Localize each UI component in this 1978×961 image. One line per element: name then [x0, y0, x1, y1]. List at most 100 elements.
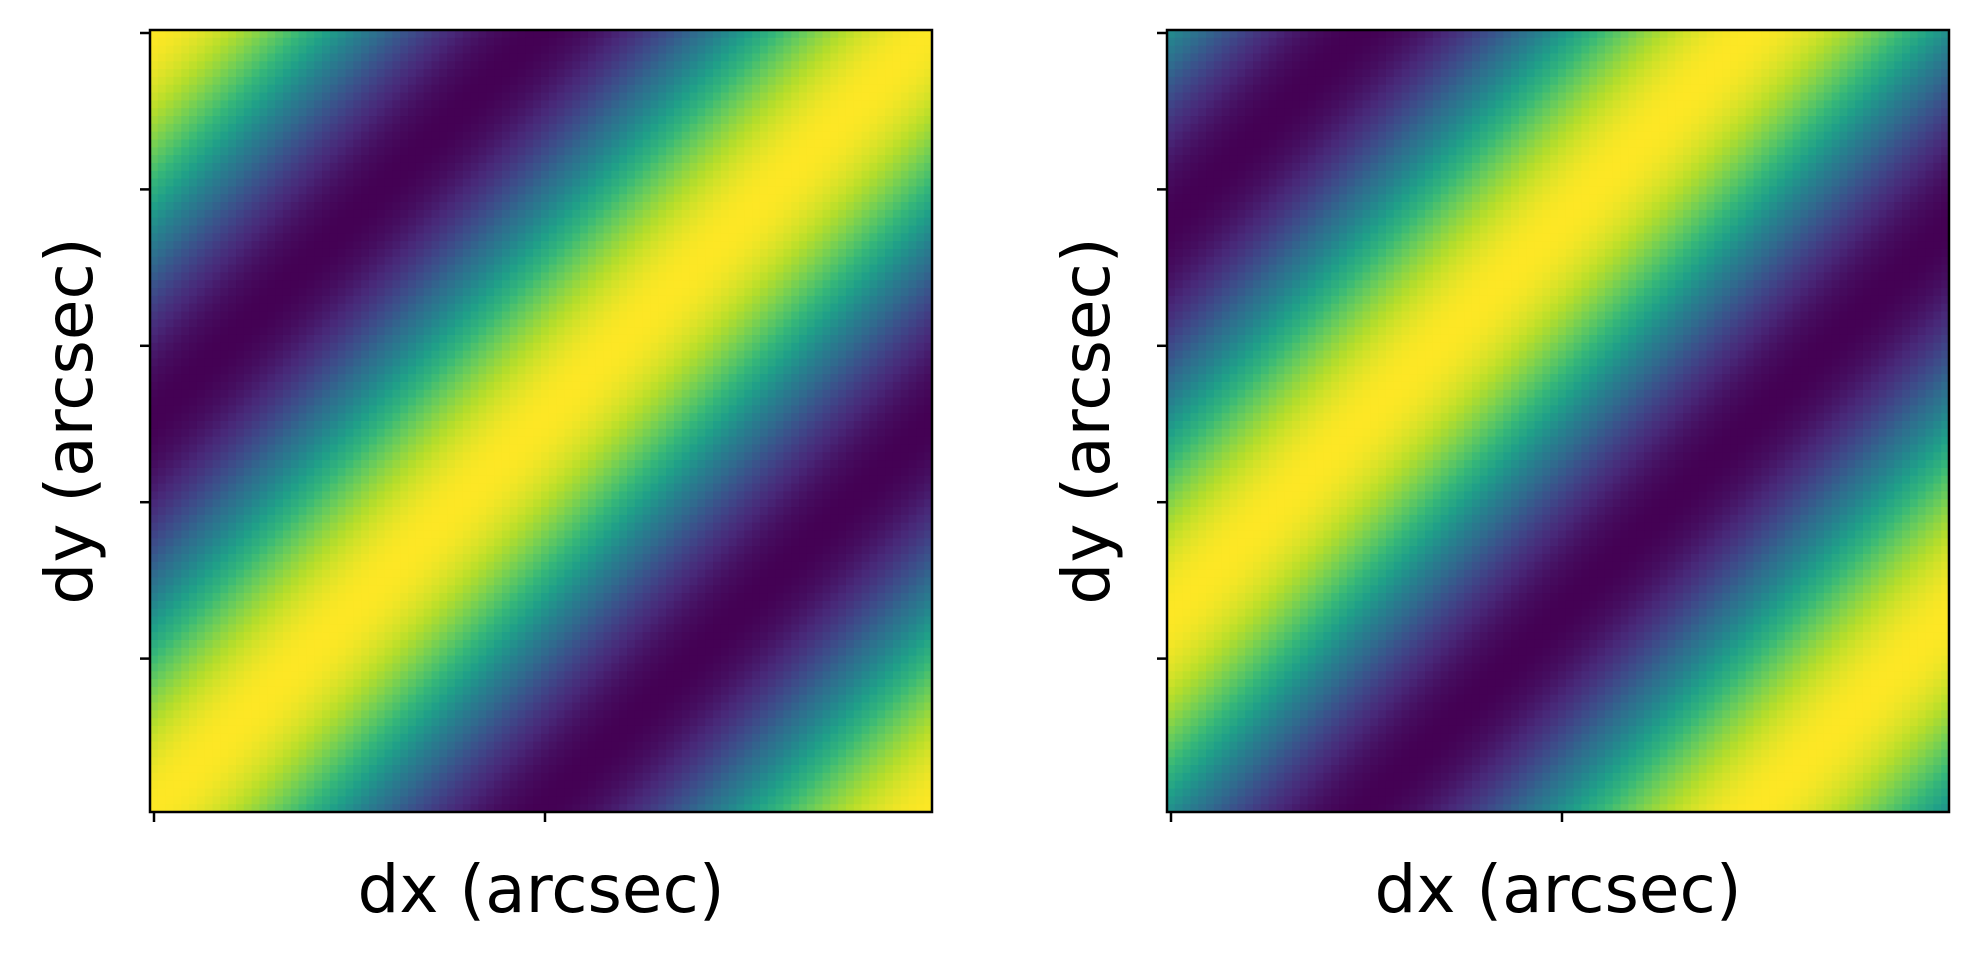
heatmap-cell: [705, 69, 714, 78]
heatmap-cell: [525, 202, 534, 211]
heatmap-cell: [212, 350, 221, 360]
heatmap-cell: [204, 311, 214, 320]
heatmap-cell: [720, 194, 730, 203]
heatmap-cell: [556, 397, 566, 406]
heatmap-cell: [759, 303, 769, 313]
heatmap-cell: [556, 241, 566, 250]
heatmap-cell: [806, 147, 816, 156]
heatmap-cell: [478, 295, 487, 305]
heatmap-cell: [251, 350, 261, 360]
heatmap-cell: [361, 147, 370, 156]
heatmap-cell: [345, 272, 354, 281]
heatmap-cell: [204, 209, 214, 219]
heatmap-cell: [806, 342, 816, 352]
heatmap-cell: [173, 170, 182, 180]
heatmap-cell: [587, 405, 597, 414]
heatmap-cell: [853, 76, 863, 86]
heatmap-cell: [838, 76, 847, 86]
heatmap-cell: [165, 374, 175, 383]
heatmap-cell: [556, 288, 566, 297]
heatmap-cell: [673, 303, 683, 313]
heatmap-cell: [462, 358, 472, 367]
heatmap-cell: [439, 303, 448, 313]
heatmap-cell: [728, 288, 738, 297]
heatmap-cell: [525, 37, 534, 47]
heatmap-cell: [306, 350, 315, 360]
heatmap-cell: [744, 374, 753, 383]
heatmap-cell: [885, 147, 894, 156]
heatmap-cell: [236, 202, 245, 211]
heatmap-cell: [822, 45, 831, 55]
heatmap-cell: [423, 147, 433, 156]
heatmap-cell: [705, 139, 714, 148]
heatmap-cell: [791, 295, 800, 305]
heatmap-cell: [439, 209, 448, 219]
heatmap-cell: [189, 76, 198, 86]
heatmap-cell: [392, 147, 401, 156]
heatmap-cell: [877, 319, 886, 328]
heatmap-cell: [916, 155, 925, 164]
heatmap-cell: [454, 76, 464, 86]
heatmap-cell: [814, 45, 824, 55]
heatmap-cell: [501, 311, 511, 320]
heatmap-cell: [681, 280, 691, 289]
heatmap-cell: [228, 61, 237, 70]
heatmap-cell: [345, 405, 354, 414]
heatmap-cell: [650, 30, 659, 39]
heatmap-cell: [908, 225, 917, 234]
heatmap-cell: [924, 30, 933, 39]
heatmap-cell: [713, 69, 722, 78]
heatmap-cell: [814, 280, 824, 289]
heatmap-cell: [243, 209, 253, 219]
heatmap-cell: [650, 272, 659, 281]
heatmap-cell: [408, 108, 417, 117]
heatmap-cell: [619, 311, 628, 320]
heatmap-cell: [337, 405, 347, 414]
heatmap-cell: [204, 194, 214, 203]
heatmap-cell: [267, 61, 276, 70]
heatmap-cell: [415, 389, 425, 399]
heatmap-cell: [345, 334, 354, 344]
heatmap-cell: [830, 241, 839, 250]
heatmap-cell: [853, 413, 863, 422]
heatmap-cell: [572, 319, 581, 328]
heatmap-cell: [838, 295, 847, 305]
heatmap-cell: [165, 61, 175, 70]
heatmap-cell: [548, 37, 558, 47]
heatmap-cell: [533, 84, 542, 94]
heatmap-cell: [486, 288, 495, 297]
heatmap-cell: [322, 366, 331, 375]
heatmap-cell: [267, 139, 276, 148]
heatmap-cell: [189, 92, 198, 101]
heatmap-cell: [533, 327, 542, 336]
heatmap-cell: [345, 366, 354, 375]
heatmap-cell: [196, 342, 206, 352]
heatmap-cell: [306, 76, 315, 86]
heatmap-cell: [595, 256, 605, 266]
heatmap-cell: [791, 162, 800, 172]
heatmap-cell: [220, 147, 229, 156]
heatmap-cell: [525, 53, 534, 62]
heatmap-cell: [454, 225, 464, 234]
heatmap-cell: [650, 358, 659, 367]
heatmap-cell: [713, 280, 722, 289]
heatmap-cell: [251, 162, 261, 172]
heatmap-cell: [611, 100, 620, 109]
heatmap-cell: [603, 413, 612, 422]
heatmap-cell: [517, 389, 526, 399]
heatmap-cell: [728, 241, 738, 250]
heatmap-cell: [642, 100, 652, 109]
heatmap-cell: [634, 209, 644, 219]
heatmap-cell: [157, 147, 167, 156]
heatmap-cell: [744, 389, 753, 399]
heatmap-cell: [400, 233, 409, 242]
heatmap-cell: [861, 233, 871, 242]
heatmap-cell: [322, 288, 331, 297]
heatmap-cell: [228, 280, 237, 289]
heatmap-cell: [845, 61, 855, 70]
heatmap-cell: [673, 366, 683, 375]
heatmap-cell: [689, 248, 698, 258]
heatmap-cell: [619, 350, 628, 360]
heatmap-cell: [861, 100, 871, 109]
heatmap-cell: [799, 178, 808, 187]
